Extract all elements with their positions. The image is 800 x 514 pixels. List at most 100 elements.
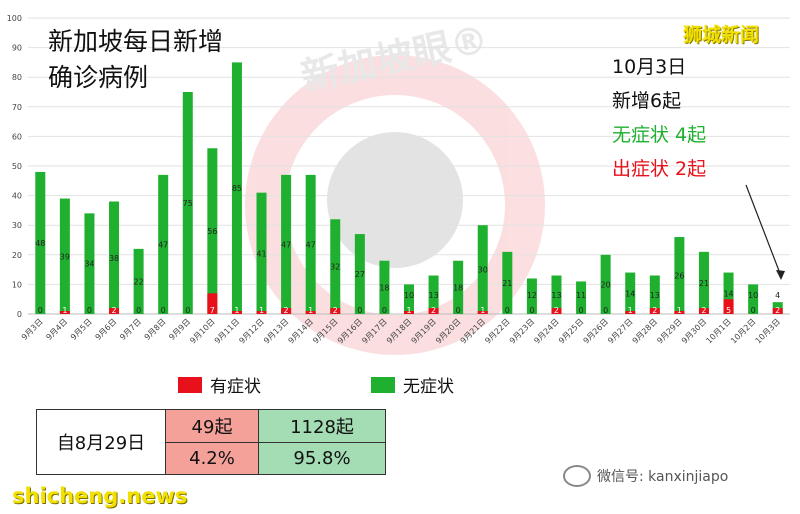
bar-asymptomatic <box>281 174 292 314</box>
brand-logo-top: 狮城新闻 <box>683 24 760 46</box>
data-label-symptomatic: 1 <box>259 306 264 315</box>
bar-asymptomatic <box>231 62 242 315</box>
x-tick-label: 10月3日 <box>754 317 782 345</box>
bar-symptomatic <box>256 311 267 314</box>
data-label-asymptomatic: 27 <box>355 270 365 279</box>
data-label-asymptomatic: 38 <box>109 254 119 263</box>
data-label-asymptomatic: 34 <box>84 260 94 269</box>
data-label-asymptomatic: 75 <box>183 199 193 208</box>
data-label-symptomatic: 0 <box>505 306 510 315</box>
gridlines <box>28 17 790 315</box>
bar-asymptomatic <box>576 281 587 314</box>
wechat-id: 微信号: kanxinjiapo <box>563 465 728 487</box>
data-label-symptomatic: 1 <box>234 306 239 315</box>
x-tick-label: 9月3日 <box>20 317 45 342</box>
data-label-asymptomatic: 56 <box>207 227 217 236</box>
annotation-total: 新增6起 <box>612 90 682 112</box>
y-tick-label: 60 <box>12 132 22 141</box>
bar-symptomatic <box>723 299 734 314</box>
y-axis: 0 10 20 30 40 50 60 70 80 90 100 <box>7 14 22 319</box>
data-label-asymptomatic: 12 <box>527 291 537 300</box>
bar-asymptomatic <box>428 275 439 314</box>
data-label-asymptomatic: 18 <box>453 283 463 292</box>
bar-symptomatic <box>649 308 660 314</box>
data-label-symptomatic: 1 <box>480 306 485 315</box>
bar-symptomatic <box>551 308 562 314</box>
legend-swatch-asymptomatic <box>371 376 395 393</box>
data-label-symptomatic: 0 <box>603 306 608 315</box>
bar-asymptomatic <box>84 213 95 314</box>
data-label-symptomatic: 7 <box>210 306 215 315</box>
bars: 4803913403822204707505678514114724713222… <box>35 62 783 315</box>
legend-label-symptomatic: 有症状 <box>210 377 261 397</box>
bar-asymptomatic <box>698 251 709 314</box>
y-tick-label: 80 <box>12 73 22 82</box>
y-tick-label: 70 <box>12 103 22 112</box>
x-tick-label: 9月4日 <box>44 317 69 342</box>
data-label-symptomatic: 2 <box>775 306 780 315</box>
bar-asymptomatic <box>305 174 316 314</box>
data-label-symptomatic: 0 <box>579 306 584 315</box>
bar-asymptomatic <box>625 272 636 314</box>
data-label-symptomatic: 0 <box>161 306 166 315</box>
y-tick-label: 90 <box>12 44 22 53</box>
data-label-asymptomatic: 18 <box>379 283 389 292</box>
data-label-symptomatic: 0 <box>456 306 461 315</box>
y-tick-label: 0 <box>17 310 22 319</box>
data-label-asymptomatic: 4 <box>775 291 780 300</box>
x-tick-label: 9月13日 <box>262 317 290 345</box>
brand-logo-bottom: shicheng.news <box>12 484 188 508</box>
chart-title-line-2: 确诊病例 <box>48 63 149 92</box>
data-label-symptomatic: 1 <box>406 306 411 315</box>
x-tick-label: 9月8日 <box>143 317 168 342</box>
bar-asymptomatic <box>600 254 611 314</box>
legend: 有症状 无症状 <box>178 372 454 397</box>
data-label-asymptomatic: 26 <box>674 272 684 281</box>
bar-asymptomatic <box>404 284 414 314</box>
legend-label-asymptomatic: 无症状 <box>403 377 454 397</box>
data-label-symptomatic: 0 <box>751 306 756 315</box>
x-tick-label: 9月12日 <box>237 317 265 345</box>
data-label-symptomatic: 1 <box>308 306 313 315</box>
bar-asymptomatic <box>35 171 46 314</box>
x-tick-label: 9月7日 <box>118 317 143 342</box>
bar-symptomatic <box>330 308 341 314</box>
data-label-symptomatic: 0 <box>136 306 141 315</box>
data-label-symptomatic: 2 <box>652 306 657 315</box>
bar-asymptomatic <box>354 234 365 314</box>
annotation-asymptomatic: 无症状 4起 <box>612 124 707 146</box>
data-label-symptomatic: 2 <box>111 306 116 315</box>
bar-asymptomatic <box>723 272 734 314</box>
bar-asymptomatic <box>649 275 660 314</box>
data-label-symptomatic: 0 <box>382 306 387 315</box>
bar-asymptomatic <box>109 201 120 314</box>
x-tick-label: 9月5日 <box>69 317 94 342</box>
data-label-symptomatic: 1 <box>62 306 67 315</box>
data-label-symptomatic: 2 <box>554 306 559 315</box>
bar-symptomatic <box>477 311 488 314</box>
summary-asym-count: 1128起 <box>258 409 386 443</box>
data-label-asymptomatic: 13 <box>650 291 660 300</box>
data-label-asymptomatic: 47 <box>306 240 316 249</box>
data-label-asymptomatic: 41 <box>256 249 266 258</box>
bar-symptomatic <box>404 311 414 314</box>
bar-symptomatic <box>772 308 783 314</box>
y-tick-label: 100 <box>7 14 22 23</box>
bar-asymptomatic <box>59 198 70 314</box>
data-label-asymptomatic: 85 <box>232 184 242 193</box>
legend-swatch-symptomatic <box>178 376 202 393</box>
x-tick-label: 9月6日 <box>94 317 119 342</box>
bar-symptomatic <box>674 311 685 314</box>
bar-asymptomatic <box>551 275 562 314</box>
bar-asymptomatic <box>379 260 390 314</box>
data-label-asymptomatic: 10 <box>748 291 758 300</box>
data-label-symptomatic: 0 <box>38 306 43 315</box>
data-label-asymptomatic: 21 <box>699 279 709 288</box>
bar-asymptomatic <box>133 248 144 314</box>
data-label-asymptomatic: 14 <box>625 289 635 298</box>
x-tick-label: 9月27日 <box>606 317 634 345</box>
bar-symptomatic <box>59 311 70 314</box>
bar-symptomatic <box>305 311 316 314</box>
data-label-asymptomatic: 20 <box>601 280 611 289</box>
data-label-asymptomatic: 30 <box>478 266 488 275</box>
